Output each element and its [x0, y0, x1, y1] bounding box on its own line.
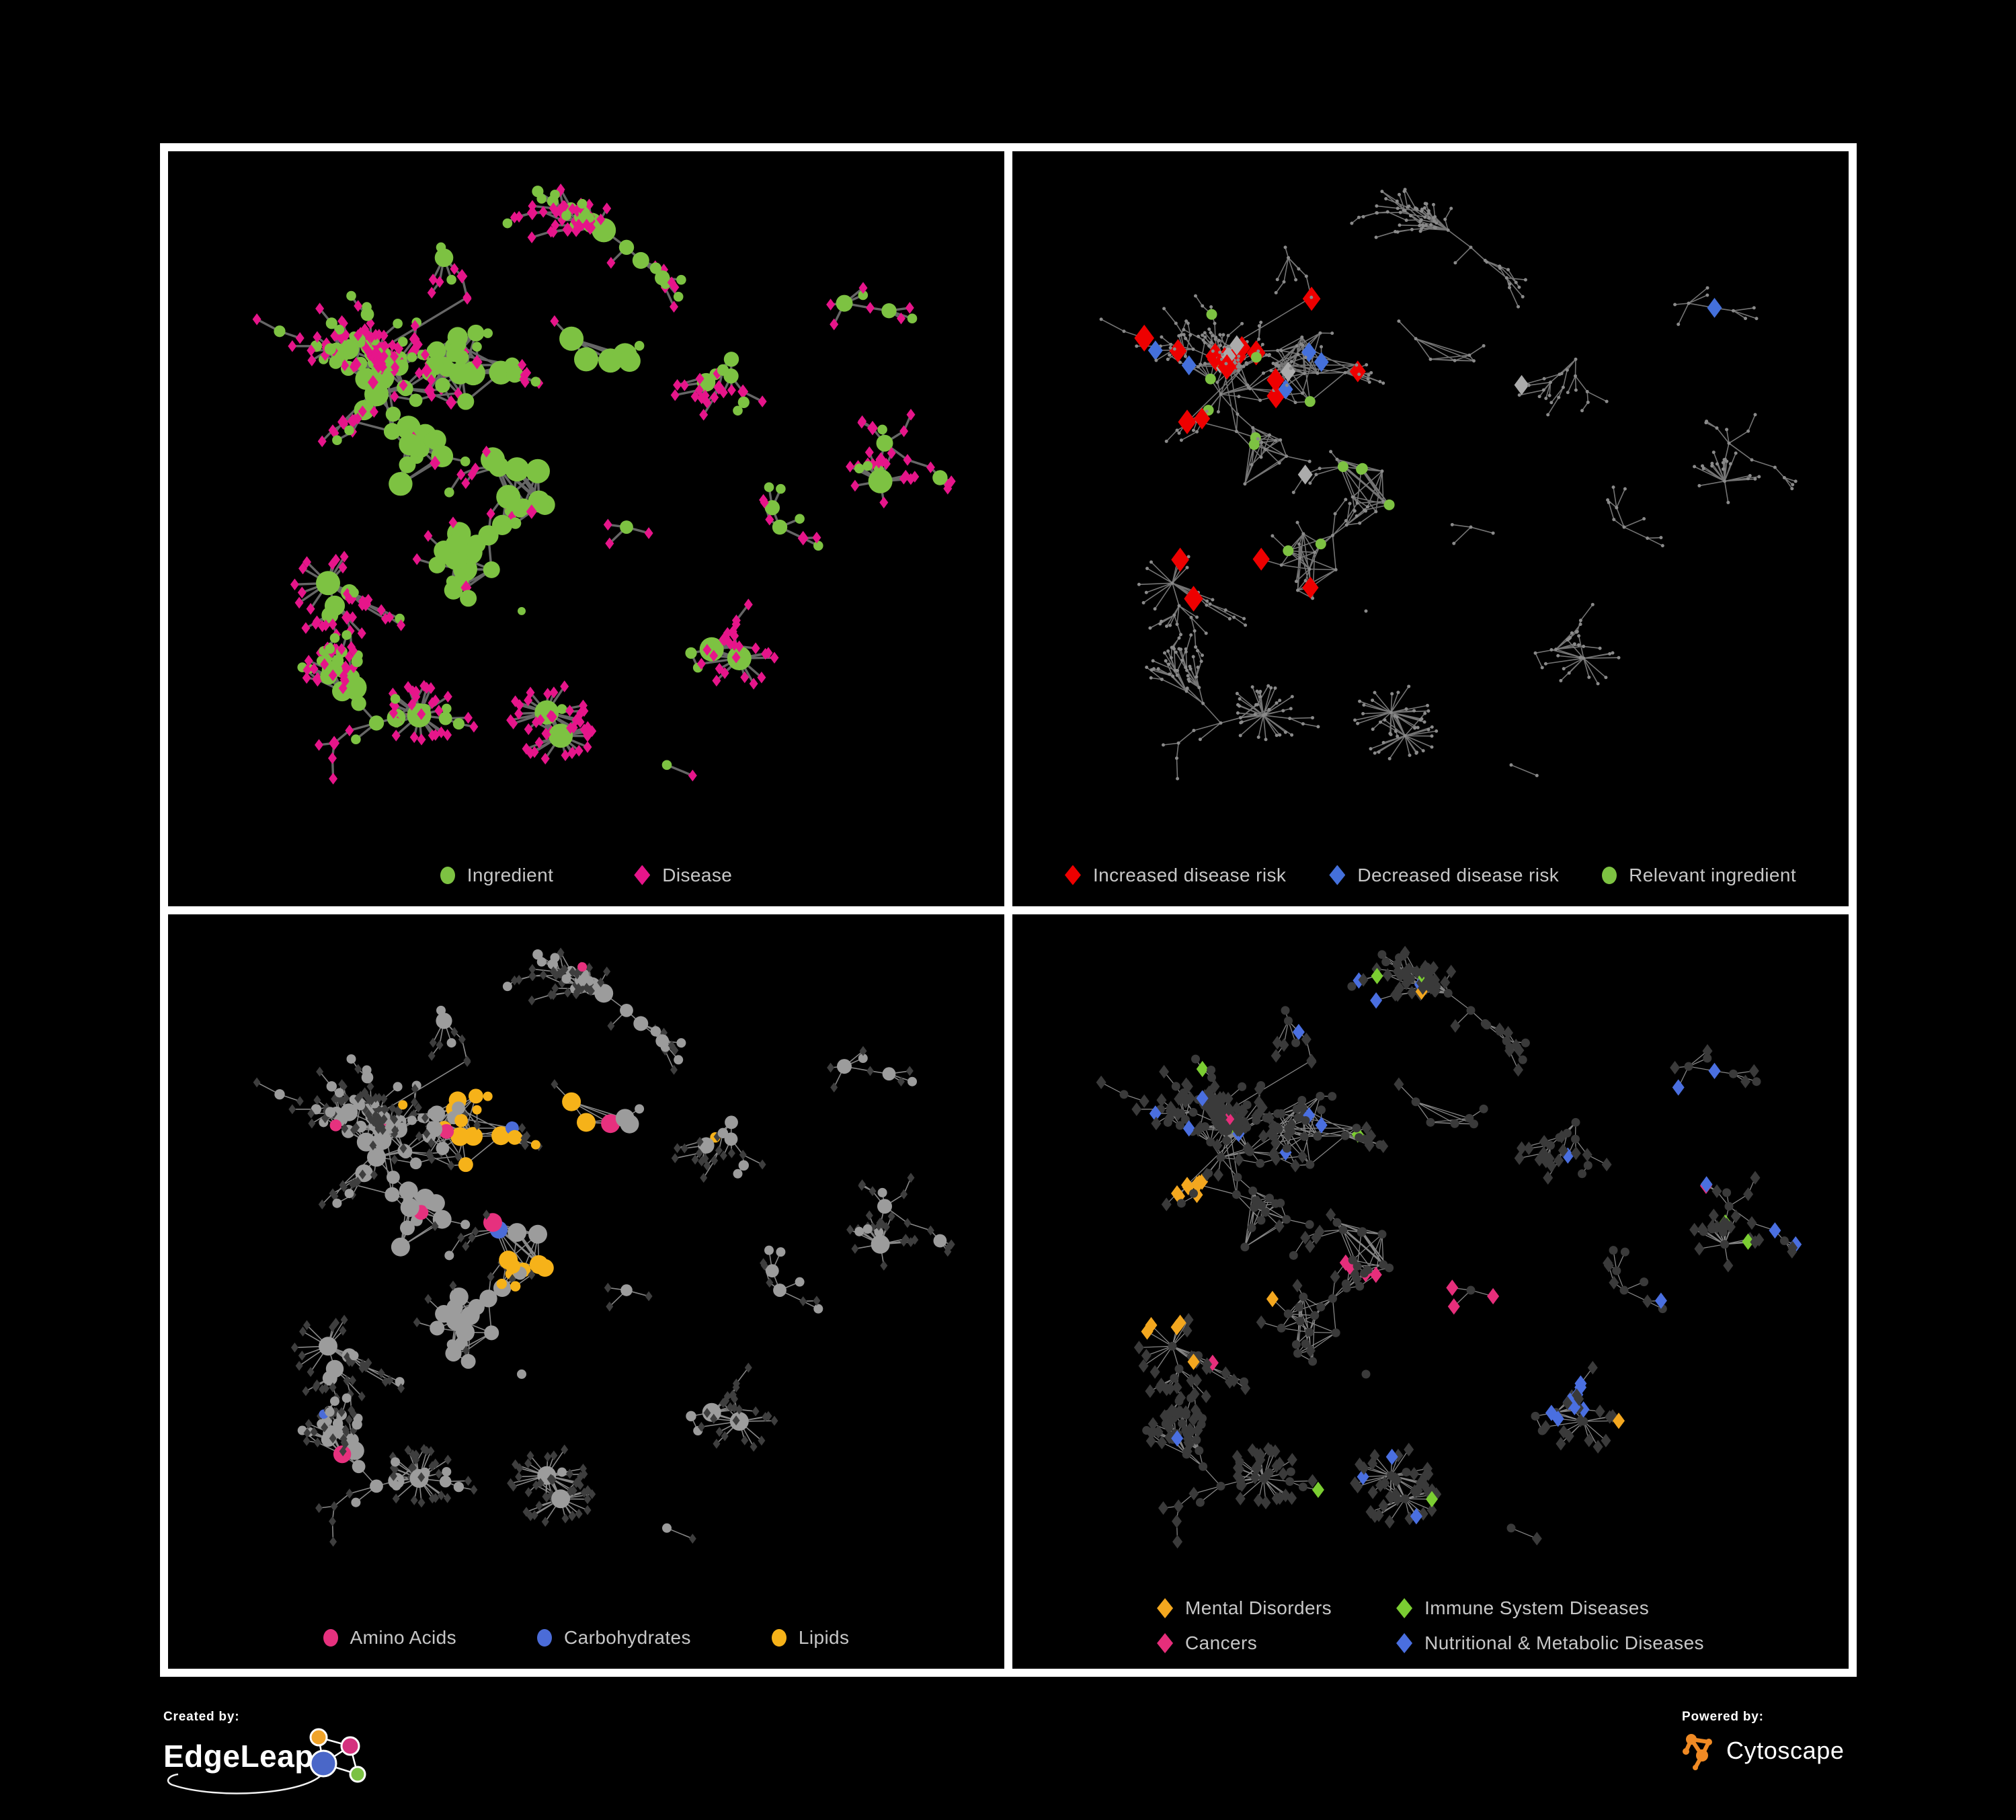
legend-circle-marker-icon [537, 1629, 553, 1647]
legend-item-mental-disorders: Mental Disorders [1157, 1597, 1332, 1619]
legend-circle-marker-icon [323, 1629, 338, 1647]
legend-circle-marker-icon [1602, 866, 1617, 884]
legend-item-nutritional-metabolic-diseases: Nutritional & Metabolic Diseases [1396, 1632, 1704, 1654]
legend-item-disease: Disease [634, 865, 732, 886]
legend-item-lipids: Lipids [771, 1627, 850, 1649]
legend-item-relevant-ingredient: Relevant ingredient [1602, 865, 1796, 886]
nodes-layer [1096, 945, 1802, 1548]
powered-by-block: Powered by: Cytoscape [1682, 1710, 1845, 1772]
legend-circle-marker-icon [771, 1629, 787, 1647]
legend-item-immune-system-diseases: Immune System Diseases [1396, 1597, 1649, 1619]
cytoscape-icon [1683, 1734, 1712, 1770]
legend-diamond-marker-icon [1396, 1598, 1413, 1618]
legend-item-ingredient: Ingredient [440, 865, 554, 886]
legend-label: Immune System Diseases [1424, 1597, 1650, 1618]
legend-label: Cancers [1185, 1632, 1258, 1653]
disease-risk-legend: Increased disease risk Decreased disease … [1012, 865, 1849, 886]
legend-label: Decreased disease risk [1357, 864, 1560, 885]
panel-disease-classes: Mental Disorders Immune System Diseases Ca… [1012, 914, 1849, 1669]
legend-circle-marker-icon [440, 866, 455, 884]
legend-label: Ingredient [467, 864, 554, 885]
legend-label: Disease [662, 864, 733, 885]
legend-item-decreased-disease-risk: Decreased disease risk [1329, 865, 1559, 886]
ingredient-disease-network-canvas [252, 184, 956, 785]
legend-label: Mental Disorders [1185, 1597, 1332, 1618]
legend-diamond-marker-icon [1157, 1598, 1174, 1618]
panel-disease-risk: Increased disease risk Decreased disease … [1012, 151, 1849, 906]
legend-label: Nutritional & Metabolic Diseases [1424, 1632, 1704, 1653]
legend-diamond-marker-icon [1329, 865, 1346, 885]
legend-label: Carbohydrates [564, 1627, 691, 1648]
legend-diamond-marker-icon [1396, 1633, 1413, 1653]
panel-ingredient-disease: Ingredient Disease [168, 151, 1004, 906]
legend-diamond-marker-icon [1064, 865, 1081, 885]
legend-diamond-marker-icon [634, 865, 651, 885]
nodes-layer [253, 947, 955, 1547]
legend-label: Amino Acids [350, 1627, 457, 1648]
legend-item-increased-disease-risk: Increased disease risk [1064, 864, 1287, 886]
panel-nutrient-classes: Amino Acids Carbohydrates Lipids [168, 914, 1004, 1669]
disease-class-network-canvas [1096, 945, 1802, 1548]
disease-class-legend: Mental Disorders Immune System Diseases Ca… [1012, 1597, 1849, 1654]
figure-frame: Ingredient Disease Increased disease risk… [160, 143, 1857, 1677]
edgeleap-network-icon [167, 1728, 366, 1794]
nodes-layer [252, 184, 956, 785]
nutrient-class-network-canvas [253, 947, 955, 1547]
edgeleap-wordmark: EdgeLeap [163, 1739, 314, 1774]
created-by-block: Created by: EdgeLeap [163, 1710, 432, 1803]
nutrient-class-legend: Amino Acids Carbohydrates Lipids [168, 1627, 1004, 1649]
ingredient-disease-legend: Ingredient Disease [168, 865, 1004, 886]
edges-layer [1100, 189, 1796, 779]
nodes-layer [1099, 188, 1798, 781]
cytoscape-wordmark: Cytoscape [1726, 1737, 1845, 1764]
powered-by-label: Powered by: [1682, 1710, 1764, 1724]
legend-label: Lipids [798, 1627, 850, 1648]
legend-item-amino-acids: Amino Acids [323, 1627, 456, 1649]
created-by-label: Created by: [163, 1710, 240, 1724]
legend-item-cancers: Cancers [1157, 1632, 1257, 1654]
legend-label: Relevant ingredient [1629, 864, 1797, 885]
edgeleap-logo: EdgeLeap [163, 1728, 432, 1803]
legend-diamond-marker-icon [1157, 1633, 1174, 1653]
disease-risk-network-canvas [1099, 188, 1798, 781]
legend-label: Increased disease risk [1092, 864, 1287, 885]
edges-layer [1100, 951, 1796, 1542]
legend-item-carbohydrates: Carbohydrates [537, 1627, 691, 1649]
